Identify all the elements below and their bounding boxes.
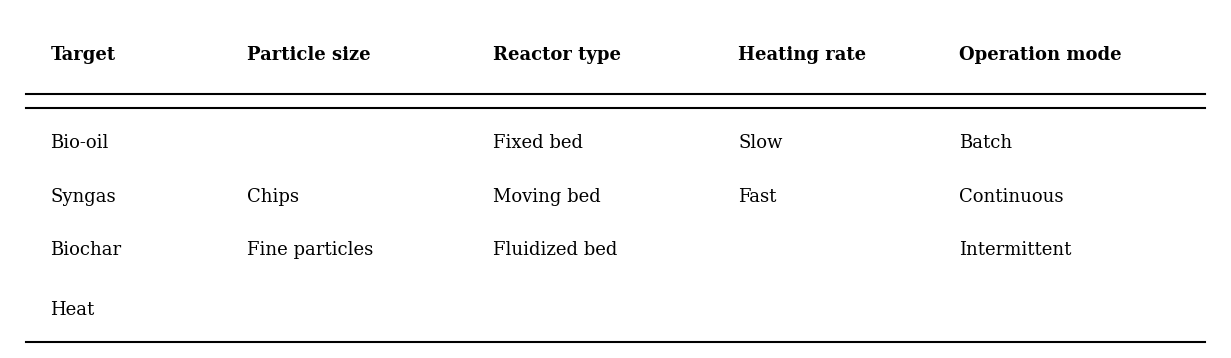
Text: Fixed bed: Fixed bed (492, 135, 582, 153)
Text: Reactor type: Reactor type (492, 46, 620, 64)
Text: Operation mode: Operation mode (959, 46, 1121, 64)
Text: Heat: Heat (50, 301, 95, 319)
Text: Particle size: Particle size (247, 46, 371, 64)
Text: Heating rate: Heating rate (739, 46, 867, 64)
Text: Fine particles: Fine particles (247, 241, 373, 259)
Text: Fluidized bed: Fluidized bed (492, 241, 617, 259)
Text: Intermittent: Intermittent (959, 241, 1072, 259)
Text: Target: Target (50, 46, 116, 64)
Text: Chips: Chips (247, 188, 299, 206)
Text: Biochar: Biochar (50, 241, 122, 259)
Text: Syngas: Syngas (50, 188, 116, 206)
Text: Moving bed: Moving bed (492, 188, 601, 206)
Text: Batch: Batch (959, 135, 1013, 153)
Text: Fast: Fast (739, 188, 777, 206)
Text: Slow: Slow (739, 135, 783, 153)
Text: Bio-oil: Bio-oil (50, 135, 108, 153)
Text: Continuous: Continuous (959, 188, 1064, 206)
